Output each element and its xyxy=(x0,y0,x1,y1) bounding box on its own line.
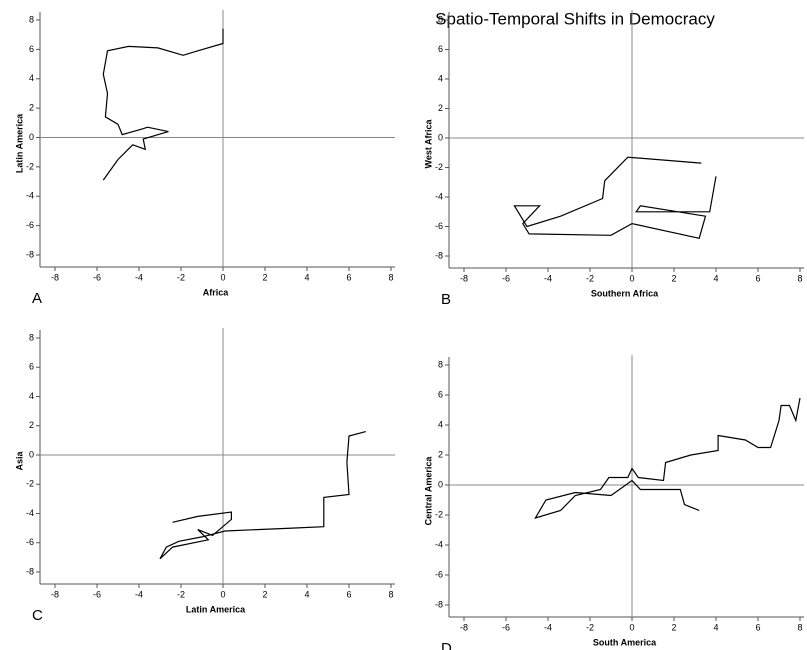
y-tick-label: 6 xyxy=(29,44,34,54)
y-tick-label: 8 xyxy=(29,14,34,24)
panel-tag: C xyxy=(32,607,43,624)
y-tick-label: 2 xyxy=(438,103,443,113)
x-tick-label: -6 xyxy=(93,272,101,282)
panel-tag: B xyxy=(441,291,451,308)
y-tick-label: 2 xyxy=(438,449,443,459)
y-tick-label: 8 xyxy=(438,14,443,24)
y-tick-label: 6 xyxy=(29,362,34,372)
x-tick-label: 4 xyxy=(304,589,309,599)
y-tick-label: 8 xyxy=(29,332,34,342)
y-tick-label: 0 xyxy=(438,479,443,489)
x-tick-label: 0 xyxy=(220,589,225,599)
x-axis-label: Africa xyxy=(203,287,230,297)
x-tick-label: 8 xyxy=(797,273,802,283)
y-tick-label: -6 xyxy=(435,569,443,579)
x-tick-label: -2 xyxy=(586,622,594,632)
y-tick-label: -8 xyxy=(26,249,34,259)
x-tick-label: 0 xyxy=(220,272,225,282)
panel-tag: D xyxy=(441,640,452,650)
x-tick-label: -6 xyxy=(502,273,510,283)
x-tick-label: 4 xyxy=(304,272,309,282)
y-tick-label: 2 xyxy=(29,103,34,113)
y-tick-label: -6 xyxy=(26,537,34,547)
figure-title: Spatio-Temporal Shifts in Democracy xyxy=(435,9,715,28)
y-tick-label: -4 xyxy=(26,508,34,518)
panel: -8 -6 -4 -2 0 2 4 6 8 -8 -6 -4 -2 0 2 4 6 8 Latin America A… xyxy=(14,328,395,624)
x-tick-label: 4 xyxy=(713,273,718,283)
trajectory xyxy=(513,156,717,240)
x-tick-label: -4 xyxy=(135,589,143,599)
y-axis-label: Latin America xyxy=(14,113,24,173)
y-axis-label: Asia xyxy=(14,451,24,471)
y-tick-label: -8 xyxy=(435,250,443,260)
x-tick-label: 4 xyxy=(713,622,718,632)
x-tick-label: -8 xyxy=(460,622,468,632)
panel: -8 -6 -4 -2 0 2 4 6 8 -8 -6 -4 -2 0 2 4 6 8 South America C… xyxy=(423,355,804,650)
y-tick-label: -4 xyxy=(435,191,443,201)
trajectory xyxy=(159,431,366,560)
x-tick-label: -6 xyxy=(502,622,510,632)
x-tick-label: 6 xyxy=(755,273,760,283)
y-tick-label: -8 xyxy=(26,566,34,576)
y-tick-label: 0 xyxy=(29,132,34,142)
x-tick-label: 2 xyxy=(262,589,267,599)
y-tick-label: 4 xyxy=(29,391,34,401)
trajectory xyxy=(102,28,224,181)
y-tick-label: -4 xyxy=(435,539,443,549)
x-axis-label: Latin America xyxy=(186,604,246,614)
y-axis-label: West Africa xyxy=(423,119,433,169)
x-tick-label: 8 xyxy=(388,589,393,599)
x-tick-label: 8 xyxy=(797,622,802,632)
x-tick-label: -8 xyxy=(460,273,468,283)
y-tick-label: 0 xyxy=(29,449,34,459)
y-tick-label: 4 xyxy=(438,73,443,83)
x-tick-label: 6 xyxy=(755,622,760,632)
y-tick-label: 4 xyxy=(438,419,443,429)
x-tick-label: 8 xyxy=(388,272,393,282)
x-tick-label: -8 xyxy=(51,272,59,282)
y-tick-label: -2 xyxy=(435,509,443,519)
y-tick-label: -2 xyxy=(26,479,34,489)
y-tick-label: -2 xyxy=(435,162,443,172)
y-tick-label: -6 xyxy=(26,220,34,230)
x-tick-label: 2 xyxy=(671,622,676,632)
y-tick-label: 0 xyxy=(438,132,443,142)
y-axis-label: Central America xyxy=(423,456,433,526)
x-tick-label: 6 xyxy=(346,272,351,282)
x-axis-label: South America xyxy=(593,637,657,647)
x-tick-label: -6 xyxy=(93,589,101,599)
panel: -8 -6 -4 -2 0 2 4 6 8 -8 -6 -4 -2 0 2 4 6 8 Southern Afric… xyxy=(423,10,804,308)
trajectory xyxy=(534,397,801,520)
x-tick-label: 2 xyxy=(262,272,267,282)
x-tick-label: -2 xyxy=(177,589,185,599)
x-tick-label: 0 xyxy=(629,622,634,632)
x-tick-label: -4 xyxy=(544,622,552,632)
panel-tag: A xyxy=(32,290,42,307)
y-tick-label: -8 xyxy=(435,599,443,609)
y-tick-label: 4 xyxy=(29,73,34,83)
x-tick-label: -8 xyxy=(51,589,59,599)
x-tick-label: -4 xyxy=(135,272,143,282)
y-tick-label: -2 xyxy=(26,161,34,171)
x-tick-label: -4 xyxy=(544,273,552,283)
y-tick-label: 6 xyxy=(438,44,443,54)
y-tick-label: 6 xyxy=(438,389,443,399)
x-axis-label: Southern Africa xyxy=(591,288,659,298)
y-tick-label: 8 xyxy=(438,359,443,369)
y-tick-label: 2 xyxy=(29,420,34,430)
y-tick-label: -6 xyxy=(435,221,443,231)
x-tick-label: 0 xyxy=(629,273,634,283)
panel: -8 -6 -4 -2 0 2 4 6 8 -8 -6 -4 -2 0 2 4 6 8 Africa Latin Am… xyxy=(14,10,395,307)
x-tick-label: 2 xyxy=(671,273,676,283)
x-tick-label: -2 xyxy=(586,273,594,283)
y-tick-label: -4 xyxy=(26,191,34,201)
x-tick-label: 6 xyxy=(346,589,351,599)
x-tick-label: -2 xyxy=(177,272,185,282)
